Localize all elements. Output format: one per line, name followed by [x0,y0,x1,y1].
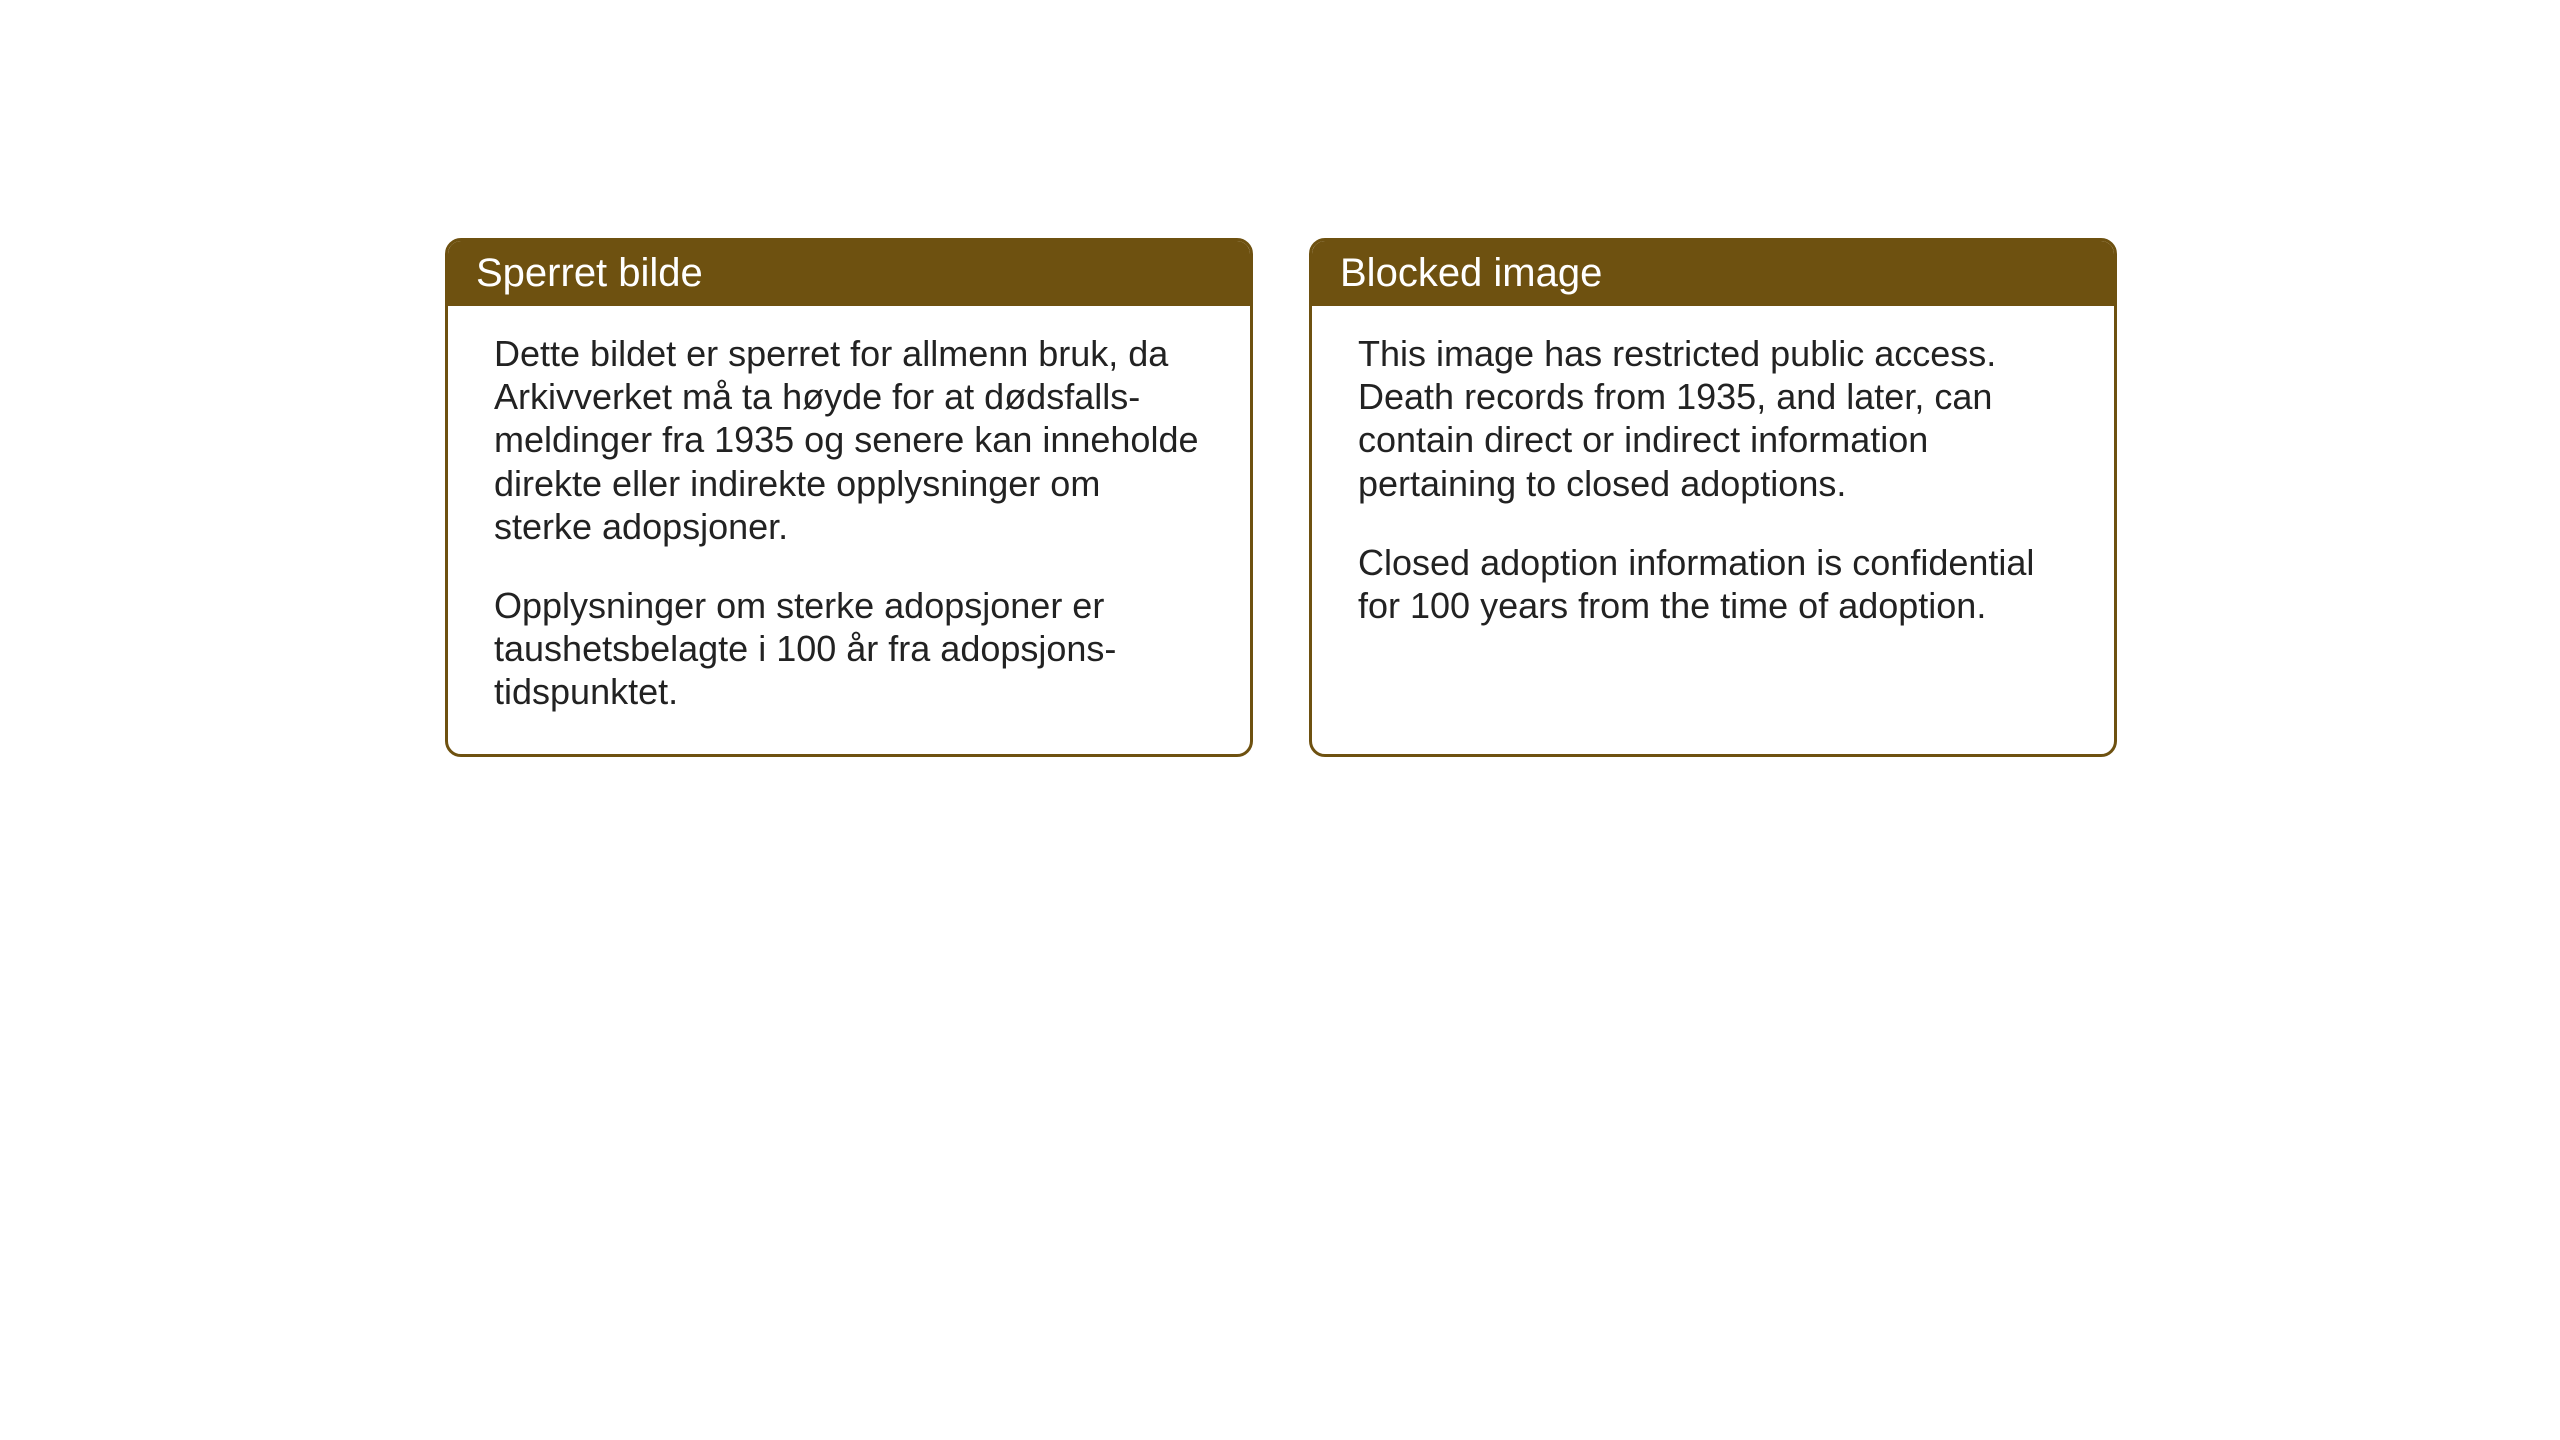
card-title: Sperret bilde [476,251,703,295]
notice-card-english: Blocked image This image has restricted … [1309,238,2117,757]
card-title: Blocked image [1340,251,1602,295]
card-paragraph: This image has restricted public access.… [1358,332,2068,505]
notice-cards-container: Sperret bilde Dette bildet er sperret fo… [445,238,2117,757]
card-paragraph: Closed adoption information is confident… [1358,541,2068,627]
card-body-english: This image has restricted public access.… [1312,306,2114,667]
card-header-english: Blocked image [1312,241,2114,306]
card-paragraph: Opplysninger om sterke adopsjoner er tau… [494,584,1204,714]
card-body-norwegian: Dette bildet er sperret for allmenn bruk… [448,306,1250,754]
card-header-norwegian: Sperret bilde [448,241,1250,306]
notice-card-norwegian: Sperret bilde Dette bildet er sperret fo… [445,238,1253,757]
card-paragraph: Dette bildet er sperret for allmenn bruk… [494,332,1204,548]
